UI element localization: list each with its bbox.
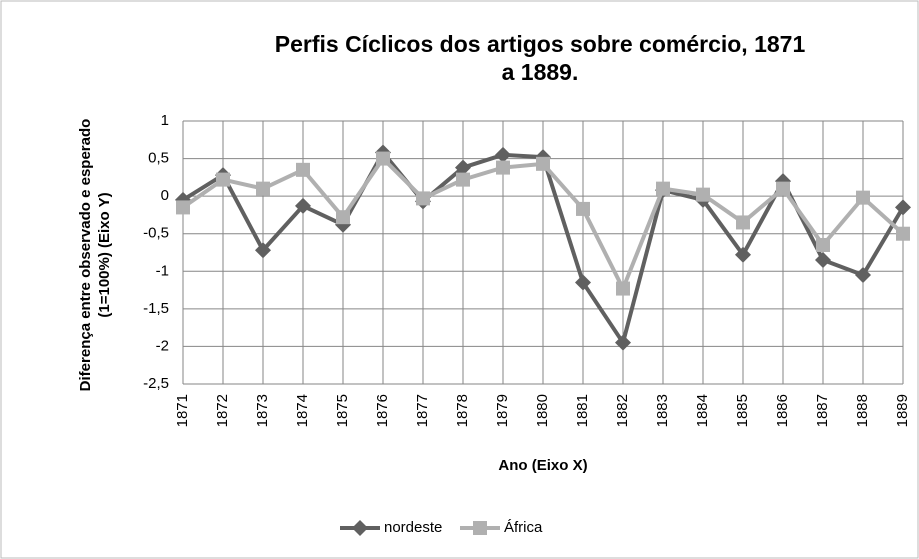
- data-point: [575, 274, 591, 291]
- data-point: [336, 210, 350, 225]
- y-tick-label: 0,5: [148, 150, 169, 167]
- y-tick-label: -2: [156, 337, 169, 354]
- x-tick-label: 1885: [734, 394, 751, 427]
- y-tick-label: 1: [161, 112, 169, 129]
- data-point: [576, 201, 590, 216]
- y-tick-label: 0: [161, 187, 169, 204]
- y-tick-label: -0,5: [143, 225, 169, 242]
- legend-marker: [352, 520, 368, 536]
- legend-label: nordeste: [384, 519, 442, 536]
- chart-title: Perfis Cíclicos dos artigos sobre comérc…: [274, 31, 806, 85]
- data-point: [735, 246, 751, 263]
- x-tick-label: 1875: [334, 394, 351, 427]
- x-tick-label: 1877: [414, 394, 431, 427]
- y-tick-label: -2,5: [143, 375, 169, 392]
- data-point: [815, 252, 831, 269]
- x-axis-label: Ano (Eixo X): [498, 457, 587, 474]
- y-axis-label: Diferença entre observado e esperado (1=…: [77, 118, 113, 392]
- data-point: [736, 215, 750, 230]
- x-tick-label: 1887: [814, 394, 831, 427]
- x-tick-label: 1872: [214, 394, 231, 427]
- data-point: [376, 151, 390, 166]
- x-tick-label: 1879: [494, 394, 511, 427]
- data-point: [855, 267, 871, 284]
- x-tick-label: 1882: [614, 394, 631, 427]
- data-point: [816, 237, 830, 252]
- x-tick-label: 1874: [294, 394, 311, 427]
- data-point: [416, 191, 430, 206]
- data-point: [856, 190, 870, 205]
- data-point: [616, 281, 630, 296]
- x-tick-label: 1881: [574, 394, 591, 427]
- data-point: [256, 181, 270, 196]
- data-point: [696, 187, 710, 202]
- x-tick-label: 1873: [254, 394, 271, 427]
- x-tick-label: 1889: [894, 394, 911, 427]
- x-tick-label: 1880: [534, 394, 551, 427]
- x-tick-label: 1878: [454, 394, 471, 427]
- data-point: [656, 181, 670, 196]
- data-point: [615, 334, 631, 351]
- data-point: [896, 226, 910, 241]
- legend-marker: [473, 521, 487, 535]
- data-point: [176, 200, 190, 215]
- data-point: [536, 156, 550, 171]
- x-tick-label: 1876: [374, 394, 391, 427]
- y-tick-label: -1,5: [143, 300, 169, 317]
- data-point: [496, 160, 510, 175]
- y-tick-label: -1: [156, 262, 169, 279]
- data-point: [455, 159, 471, 176]
- legend-label: África: [504, 519, 543, 536]
- x-tick-label: 1883: [654, 394, 671, 427]
- x-tick-label: 1871: [174, 394, 191, 427]
- data-point: [776, 181, 790, 196]
- data-point: [255, 242, 271, 259]
- x-tick-label: 1886: [774, 394, 791, 427]
- data-point: [296, 162, 310, 177]
- x-tick-label: 1888: [854, 394, 871, 427]
- data-point: [456, 172, 470, 187]
- data-point: [295, 197, 311, 214]
- data-point: [895, 199, 911, 216]
- x-tick-label: 1884: [694, 394, 711, 427]
- data-point: [495, 146, 511, 163]
- data-point: [216, 172, 230, 187]
